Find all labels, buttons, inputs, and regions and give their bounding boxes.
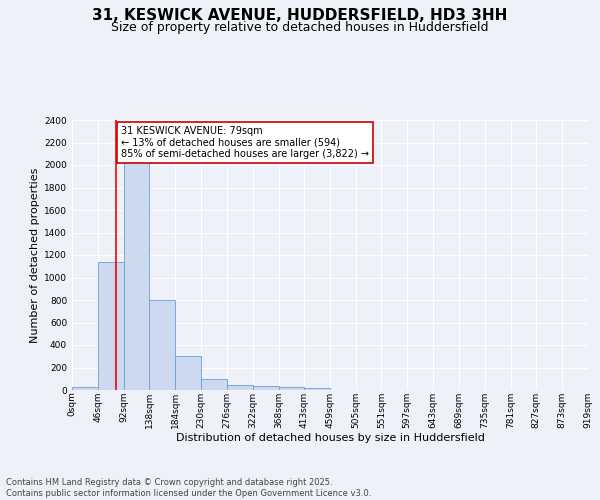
Text: 31 KESWICK AVENUE: 79sqm
← 13% of detached houses are smaller (594)
85% of semi-: 31 KESWICK AVENUE: 79sqm ← 13% of detach…: [121, 126, 369, 159]
Bar: [253, 386, 278, 390]
Bar: [72, 386, 98, 390]
Text: Size of property relative to detached houses in Huddersfield: Size of property relative to detached ho…: [111, 21, 489, 34]
Bar: [98, 262, 124, 390]
Y-axis label: Number of detached properties: Number of detached properties: [30, 168, 40, 342]
X-axis label: Distribution of detached houses by size in Huddersfield: Distribution of detached houses by size …: [176, 434, 484, 444]
Bar: [175, 356, 201, 390]
Bar: [304, 388, 330, 390]
Bar: [149, 300, 175, 390]
Bar: [227, 385, 253, 390]
Text: Contains HM Land Registry data © Crown copyright and database right 2025.
Contai: Contains HM Land Registry data © Crown c…: [6, 478, 371, 498]
Bar: [124, 160, 149, 390]
Bar: [278, 387, 304, 390]
Bar: [201, 379, 227, 390]
Text: 31, KESWICK AVENUE, HUDDERSFIELD, HD3 3HH: 31, KESWICK AVENUE, HUDDERSFIELD, HD3 3H…: [92, 8, 508, 22]
